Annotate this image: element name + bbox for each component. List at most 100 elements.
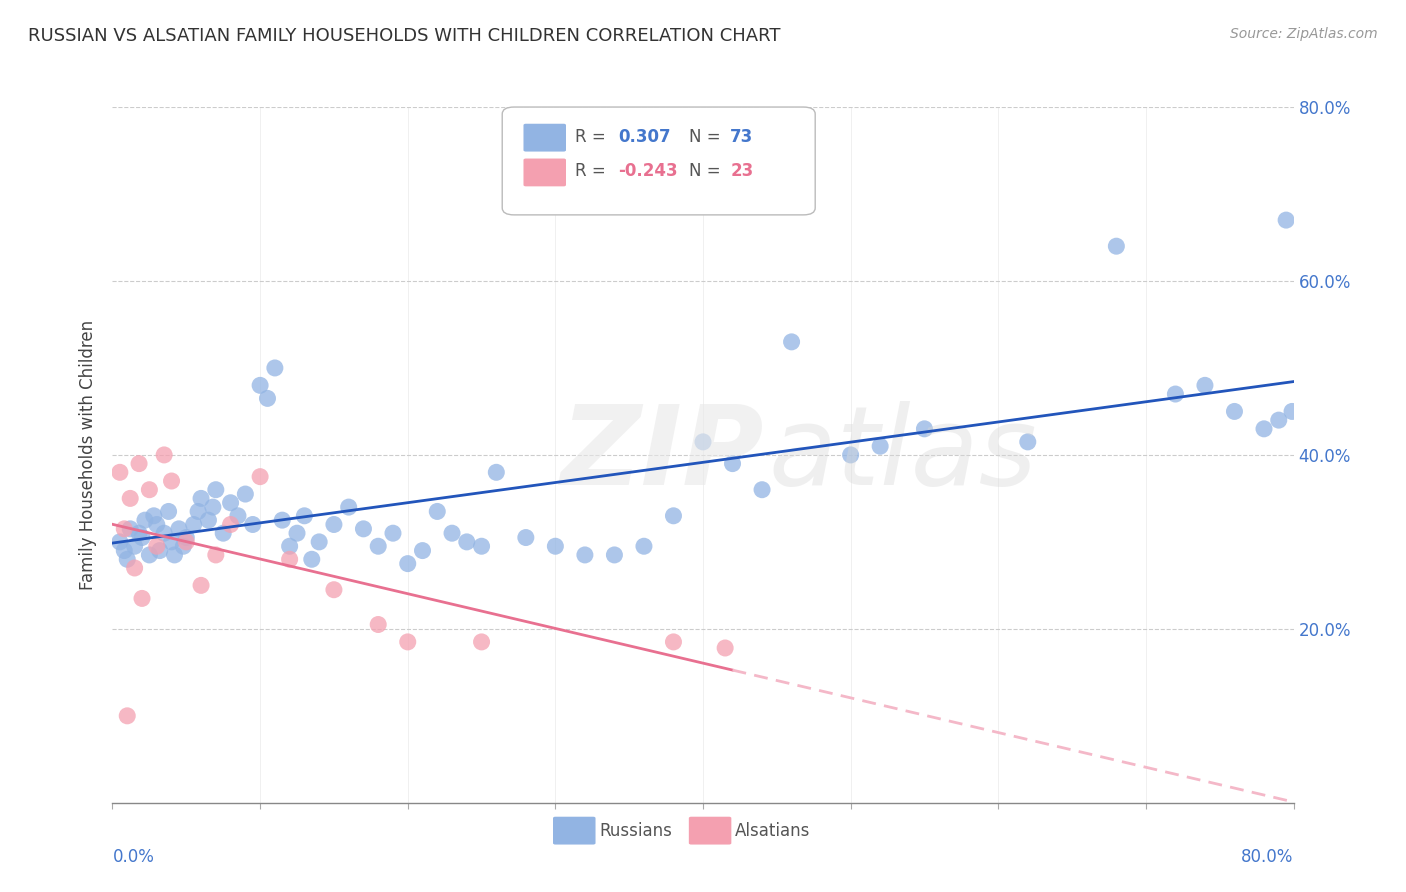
Text: N =: N = [689, 128, 720, 146]
Point [292, 508, 315, 523]
Point [157, 504, 180, 518]
Point [323, 517, 346, 532]
Point [1275, 213, 1298, 227]
Point [160, 474, 183, 488]
Point [172, 539, 194, 553]
Point [153, 448, 176, 462]
Point [308, 534, 330, 549]
Point [337, 500, 360, 514]
Point [1253, 422, 1275, 436]
Text: R =: R = [575, 162, 606, 180]
FancyBboxPatch shape [502, 107, 815, 215]
Point [124, 561, 146, 575]
Point [278, 539, 301, 553]
Point [138, 483, 160, 497]
Point [396, 635, 419, 649]
Point [1164, 387, 1187, 401]
Point [1281, 404, 1303, 418]
Point [160, 534, 183, 549]
Point [1194, 378, 1216, 392]
Text: RUSSIAN VS ALSATIAN FAMILY HOUSEHOLDS WITH CHILDREN CORRELATION CHART: RUSSIAN VS ALSATIAN FAMILY HOUSEHOLDS WI… [28, 27, 780, 45]
Point [233, 487, 256, 501]
Point [256, 392, 278, 406]
FancyBboxPatch shape [523, 124, 567, 152]
Point [187, 504, 209, 518]
Point [485, 466, 508, 480]
Point [212, 526, 235, 541]
Point [470, 539, 494, 553]
Point [190, 578, 212, 592]
Point [1017, 434, 1039, 449]
Text: 0.307: 0.307 [619, 128, 671, 146]
Point [153, 526, 176, 541]
Text: R =: R = [575, 128, 606, 146]
Point [142, 508, 165, 523]
Point [396, 557, 419, 571]
Text: -0.243: -0.243 [619, 162, 678, 180]
Point [382, 526, 405, 541]
Text: 73: 73 [730, 128, 754, 146]
Point [174, 534, 197, 549]
Point [367, 617, 389, 632]
Point [201, 500, 224, 514]
Point [264, 360, 287, 375]
Point [120, 491, 142, 506]
Point [117, 552, 138, 566]
Point [131, 531, 153, 545]
Text: N =: N = [689, 162, 720, 180]
Point [544, 539, 567, 553]
Point [323, 582, 346, 597]
Point [249, 469, 271, 483]
Point [662, 635, 685, 649]
Point [249, 378, 271, 392]
Point [721, 457, 744, 471]
Point [205, 483, 228, 497]
Point [662, 508, 685, 523]
Point [226, 508, 249, 523]
Text: ZIP: ZIP [561, 401, 765, 508]
FancyBboxPatch shape [689, 817, 731, 845]
Point [278, 552, 301, 566]
Point [515, 531, 537, 545]
Point [285, 526, 308, 541]
Point [149, 543, 172, 558]
Point [112, 543, 135, 558]
Point [134, 513, 156, 527]
Text: Alsatians: Alsatians [735, 822, 810, 839]
Point [108, 466, 131, 480]
Point [112, 522, 135, 536]
Point [692, 434, 714, 449]
Text: Source: ZipAtlas.com: Source: ZipAtlas.com [1230, 27, 1378, 41]
Point [352, 522, 374, 536]
Point [108, 534, 131, 549]
Point [117, 708, 138, 723]
Point [219, 496, 242, 510]
Point [441, 526, 464, 541]
Point [301, 552, 323, 566]
Point [914, 422, 936, 436]
Point [183, 517, 205, 532]
Point [367, 539, 389, 553]
Text: atlas: atlas [768, 401, 1036, 508]
Point [124, 539, 146, 553]
Point [174, 531, 197, 545]
Point [633, 539, 655, 553]
Text: 0.0%: 0.0% [112, 848, 155, 866]
Point [869, 439, 891, 453]
Point [128, 457, 150, 471]
Point [271, 513, 294, 527]
Point [205, 548, 228, 562]
Point [242, 517, 264, 532]
Point [751, 483, 773, 497]
Point [1223, 404, 1246, 418]
Point [167, 522, 190, 536]
Text: 23: 23 [730, 162, 754, 180]
Point [138, 548, 160, 562]
Point [146, 517, 169, 532]
Point [1268, 413, 1291, 427]
Point [470, 635, 494, 649]
Y-axis label: Family Households with Children: Family Households with Children [79, 320, 97, 590]
Point [120, 522, 142, 536]
Point [574, 548, 596, 562]
Point [456, 534, 478, 549]
